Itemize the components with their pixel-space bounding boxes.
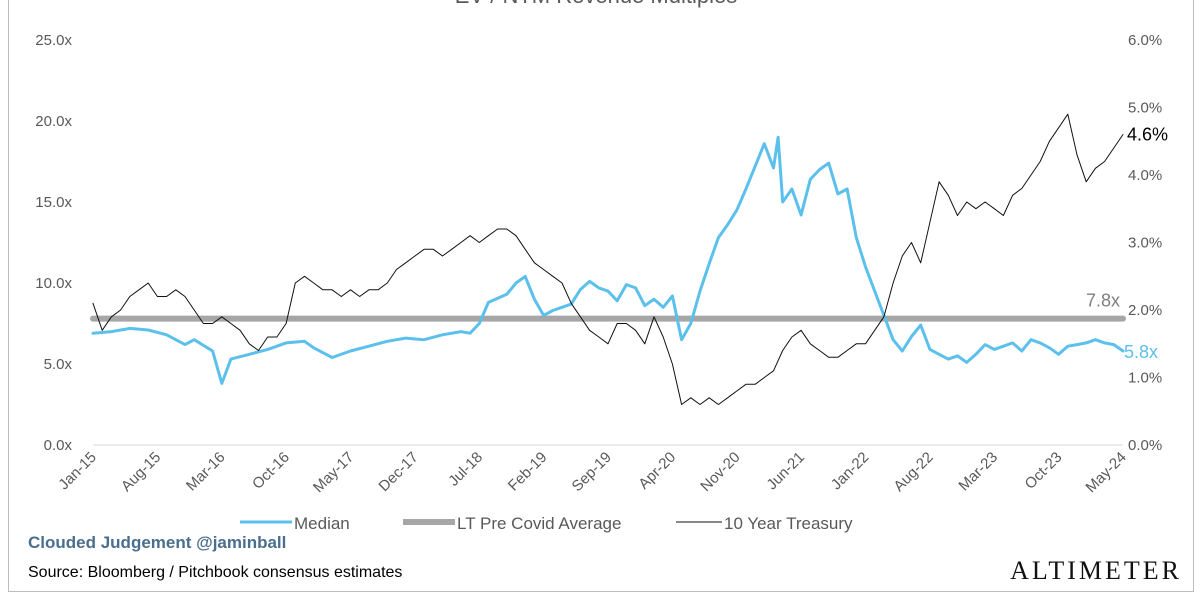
x-tick-label: Oct-16 (249, 449, 293, 493)
chart-frame (8, 0, 1194, 592)
legend-item-median[interactable]: Median (240, 514, 350, 533)
x-tick-label: Feb-19 (505, 449, 551, 495)
x-tick-label: Sep-19 (569, 449, 615, 495)
y-left-tick-label: 25.0x (35, 32, 72, 49)
y-right-tick-label: 0.0% (1128, 437, 1162, 454)
x-tick-label: Jan-22 (828, 449, 872, 493)
author-handle: Clouded Judgement @jaminball (28, 533, 287, 552)
y-right-tick-label: 4.0% (1128, 167, 1162, 184)
series-line-median (91, 135, 1125, 385)
y-right-tick-label: 3.0% (1128, 235, 1162, 252)
x-tick-label: Nov-20 (697, 449, 743, 495)
x-tick-label: May-17 (310, 449, 357, 496)
y-axis-left: 0.0x 5.0x 10.0x 15.0x 20.0x 25.0x (35, 32, 72, 454)
legend-label: 10 Year Treasury (724, 514, 853, 533)
y-right-tick-label: 2.0% (1128, 302, 1162, 319)
end-label-median: 5.8x (1124, 342, 1158, 362)
y-right-tick-label: 5.0% (1128, 100, 1162, 117)
altimeter-logo: ALTIMETER (1010, 556, 1182, 585)
legend-item-10-year-treasury[interactable]: 10 Year Treasury (676, 514, 853, 533)
x-tick-label: Dec-17 (375, 449, 421, 495)
y-left-tick-label: 10.0x (35, 275, 72, 292)
x-tick-label: May-24 (1082, 449, 1129, 496)
end-label-10-year-treasury: 4.6% (1127, 125, 1168, 145)
x-tick-label: Jan-15 (55, 449, 99, 493)
legend-label: Median (294, 514, 350, 533)
series-line-10-year-treasury (92, 113, 1124, 405)
y-left-tick-label: 15.0x (35, 194, 72, 211)
x-tick-label: Oct-23 (1022, 449, 1066, 493)
y-right-tick-label: 1.0% (1128, 370, 1162, 387)
x-tick-label: Jun-21 (763, 449, 807, 493)
x-tick-label: Aug-22 (890, 449, 936, 495)
y-right-tick-label: 6.0% (1128, 32, 1162, 49)
y-axis-right: 0.0% 1.0% 2.0% 3.0% 4.0% 5.0% 6.0% (1128, 32, 1162, 454)
source-note: Source: Bloomberg / Pitchbook consensus … (28, 564, 403, 581)
x-tick-label: Mar-16 (183, 449, 229, 495)
series-group (90, 113, 1126, 405)
y-left-tick-label: 20.0x (35, 113, 72, 130)
legend-label: LT Pre Covid Average (457, 514, 621, 533)
x-tick-label: Aug-15 (118, 449, 164, 495)
x-tick-label: Apr-20 (635, 449, 679, 493)
x-axis: Jan-15 Aug-15 Mar-16 Oct-16 May-17 Dec-17 Jul-… (55, 449, 1129, 496)
end-label-lt-pre-covid-average: 7.8x (1086, 291, 1120, 311)
x-tick-label: Mar-23 (955, 449, 1001, 495)
chart-title: EV / NTM Revenue Multiples (455, 0, 737, 8)
legend[interactable]: Median LT Pre Covid Average 10 Year Treasu… (240, 514, 853, 533)
y-left-tick-label: 0.0x (44, 437, 73, 454)
end-labels: 5.8x 7.8x 4.6% (1086, 125, 1168, 363)
y-left-tick-label: 5.0x (44, 356, 73, 373)
legend-item-lt-pre-covid-average[interactable]: LT Pre Covid Average (403, 514, 621, 533)
x-tick-label: Jul-18 (445, 449, 486, 490)
